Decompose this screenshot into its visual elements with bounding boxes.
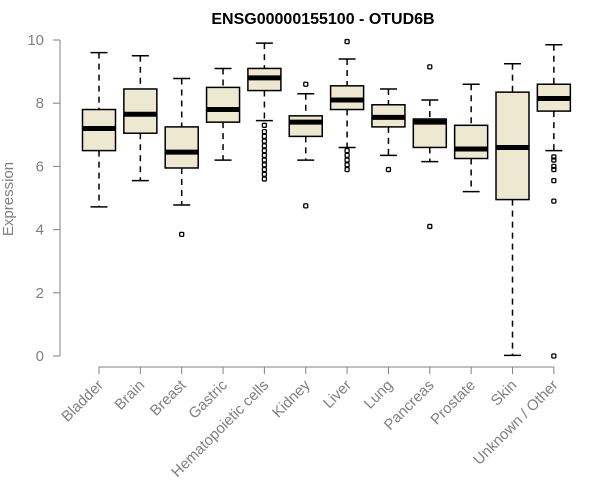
outlier-point [261, 128, 268, 135]
x-tick-label: Breast [147, 376, 190, 419]
outlier-point [261, 176, 268, 182]
x-tick-label: Prostate [427, 377, 479, 429]
outlier-point [179, 231, 185, 237]
box-kidney [288, 81, 323, 209]
outlier-point [551, 154, 557, 160]
x-tick-label: Kidney [269, 376, 314, 421]
outlier-point [344, 162, 350, 168]
iqr-box [288, 115, 323, 138]
outlier-point [344, 38, 350, 45]
box-bladder [81, 51, 117, 208]
outlier-point [261, 166, 268, 173]
iqr-box [205, 86, 241, 123]
chart-title: ENSG00000155100 - OTUD6B [211, 11, 434, 28]
box-hematopoietic-cells [247, 42, 282, 182]
outlier-point [551, 177, 557, 184]
box-unknown-other [536, 43, 572, 359]
box-breast [164, 77, 199, 237]
x-tick-label: Lung [361, 377, 397, 413]
box-gastric [205, 67, 241, 161]
outlier-point [261, 157, 268, 163]
outlier-point [385, 166, 392, 173]
y-tick-label: 6 [36, 158, 44, 175]
box-skin [495, 62, 530, 357]
y-tick-label: 10 [27, 32, 44, 49]
y-tick-label: 2 [36, 285, 44, 302]
outlier-point [303, 81, 309, 87]
outlier-point [551, 163, 557, 170]
y-tick-label: 4 [36, 222, 44, 239]
outlier-point [344, 147, 350, 154]
y-tick-label: 8 [36, 95, 44, 112]
box-lung [371, 88, 406, 173]
iqr-box [164, 126, 199, 169]
outlier-point [261, 138, 268, 144]
box-prostate [453, 83, 489, 193]
x-tick-label: Bladder [58, 377, 107, 426]
outlier-point [261, 162, 268, 168]
box-liver [329, 38, 365, 173]
x-tick-label: Skin [488, 377, 521, 410]
outlier-point [261, 152, 268, 158]
outlier-point [427, 223, 433, 230]
y-axis-label: Expression [0, 162, 17, 236]
outlier-point [551, 166, 557, 173]
outlier-point [344, 152, 350, 158]
outlier-point [261, 171, 268, 177]
iqr-box [123, 88, 158, 134]
iqr-box [453, 124, 489, 160]
outlier-point [551, 198, 557, 204]
outlier-point [261, 122, 268, 128]
box-pancreas [412, 64, 448, 230]
box-series [81, 38, 572, 359]
outlier-point [261, 133, 268, 140]
outlier-point [344, 166, 350, 173]
outlier-point [551, 157, 557, 163]
y-tick-label: 0 [36, 348, 44, 365]
x-tick-label: Brain [111, 377, 148, 414]
outlier-point [344, 157, 350, 163]
outlier-point [551, 353, 557, 359]
x-tick-label: Liver [320, 377, 355, 412]
outlier-point [261, 143, 268, 149]
outlier-point [303, 203, 309, 209]
y-axis: 0 2 4 6 8 10 [27, 32, 61, 365]
outlier-point [261, 147, 268, 154]
outlier-point [427, 64, 433, 70]
box-brain [123, 55, 158, 182]
